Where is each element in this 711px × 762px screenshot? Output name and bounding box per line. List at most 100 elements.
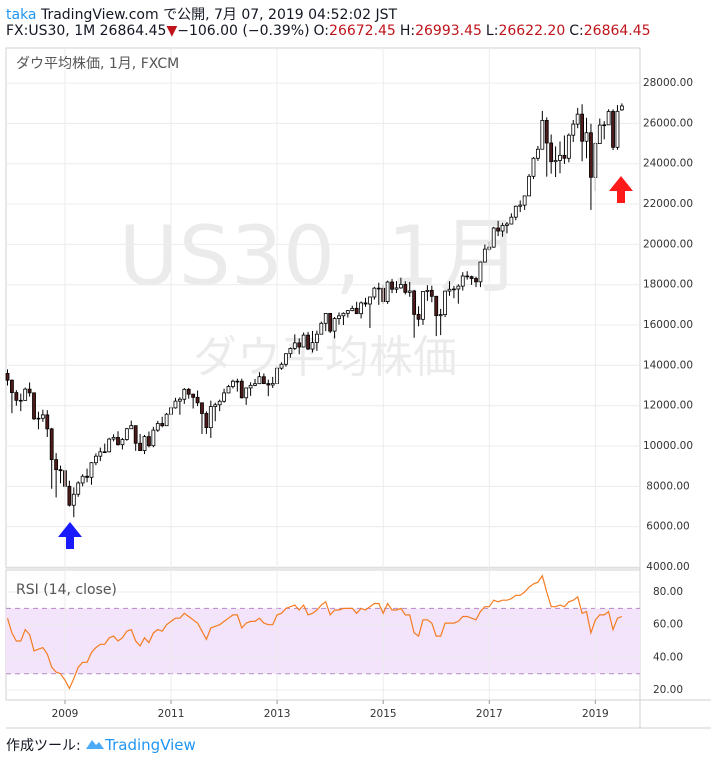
candle-body — [540, 120, 545, 150]
candle-body — [306, 334, 310, 350]
y-tick-label: 24000.00 — [643, 158, 693, 170]
watermark: US30, 1月 ダウ平均株価 — [119, 209, 522, 383]
y-tick-label: 14000.00 — [643, 359, 693, 371]
candle-body — [85, 475, 89, 478]
logo — [86, 740, 105, 749]
candle-body — [460, 275, 465, 287]
candle-body — [606, 111, 611, 126]
candle-body — [222, 392, 226, 402]
candle-body — [584, 132, 589, 142]
candle-body — [133, 425, 138, 444]
candle-body — [531, 157, 536, 177]
candle-body — [328, 313, 333, 332]
candle-body — [257, 376, 262, 385]
candle-body — [270, 383, 275, 386]
candle-body — [425, 289, 430, 292]
candle-body — [155, 423, 160, 431]
header-line-1: taka TradingView.com で公開, 7月 07, 2019 04… — [6, 4, 711, 24]
candle-body — [602, 124, 607, 127]
footer: 作成ツール: TradingView — [6, 735, 196, 755]
candle-body — [456, 285, 461, 290]
candle-body — [217, 400, 222, 406]
candle-body — [151, 429, 156, 447]
y-tick-label: 18000.00 — [643, 279, 693, 291]
candle-body — [527, 175, 531, 197]
ohlc-value: 26864.45 — [583, 23, 651, 39]
candle-body — [94, 455, 98, 464]
candle-body — [71, 493, 76, 506]
y-tick-label: 10000.00 — [643, 440, 693, 452]
candle-body — [89, 462, 94, 478]
candle-body — [40, 414, 45, 419]
x-tick-label: 2019 — [582, 708, 609, 720]
candle-body — [310, 342, 315, 350]
candle-body — [549, 142, 554, 163]
candle-body — [443, 290, 447, 316]
candle-body — [284, 353, 288, 365]
candle-body — [407, 290, 412, 293]
candle-body — [142, 436, 147, 451]
candle-body — [266, 383, 271, 386]
author[interactable]: taka — [6, 7, 37, 23]
y-tick-label: 20.00 — [653, 684, 683, 696]
y-tick-label: 80.00 — [653, 586, 683, 598]
ohlc-label: C: — [569, 23, 584, 39]
candle-body — [177, 398, 182, 402]
candle-body — [509, 216, 514, 225]
change: −106.00 (−0.39%) — [177, 23, 310, 39]
candle-body — [98, 451, 103, 457]
candle-body — [398, 284, 403, 289]
candle-body — [341, 312, 346, 317]
candle-body — [482, 248, 487, 263]
candle-body — [76, 482, 81, 495]
candle-body — [288, 348, 293, 355]
candle-body — [248, 384, 253, 389]
candle-body — [500, 225, 505, 232]
candle-body — [589, 132, 593, 178]
candle-body — [32, 392, 36, 420]
candle-body — [208, 406, 213, 429]
candle-body — [116, 436, 120, 446]
y-tick-label: 26000.00 — [643, 117, 693, 129]
candle-body — [513, 205, 518, 218]
candle-body — [235, 380, 240, 383]
candle-body — [226, 386, 231, 394]
brand[interactable]: TradingView — [105, 736, 196, 754]
candle-body — [611, 111, 615, 148]
up-arrow-blue — [58, 522, 82, 549]
candle-body — [615, 110, 620, 148]
candle-body — [345, 310, 350, 314]
y-tick-label: 40.00 — [653, 651, 683, 663]
candle-body — [522, 195, 527, 206]
candle-body — [102, 451, 107, 454]
candle-body — [231, 380, 235, 387]
candle-body — [619, 105, 624, 111]
candle-body — [553, 160, 558, 163]
candle-body — [536, 148, 540, 159]
rsi-line — [6, 574, 623, 690]
candle-body — [496, 227, 501, 232]
candle-body — [239, 380, 244, 399]
up-arrow-red — [609, 176, 633, 203]
candle-body — [204, 413, 209, 429]
candle-body — [465, 275, 470, 278]
plot-layer: 4000.00 6000.00 8000.00 10000.00 12000.00 140… — [5, 48, 693, 720]
candle-body — [438, 314, 443, 317]
candle-body — [147, 436, 151, 447]
price-pane — [5, 47, 641, 569]
y-tick-label: 60.00 — [653, 619, 683, 631]
candle-body — [10, 379, 14, 393]
candle-body — [505, 223, 509, 226]
y-tick-label: 28000.00 — [643, 77, 693, 89]
x-tick-label: 2009 — [52, 708, 79, 720]
watermark-symbol: US30, 1月 — [119, 209, 522, 304]
candle-body — [478, 261, 483, 283]
candle-body — [45, 414, 50, 430]
candle-body — [421, 291, 425, 320]
candle-body — [80, 475, 85, 484]
candle-body — [186, 388, 191, 395]
candle-body — [323, 313, 328, 324]
candle-body — [372, 287, 377, 298]
